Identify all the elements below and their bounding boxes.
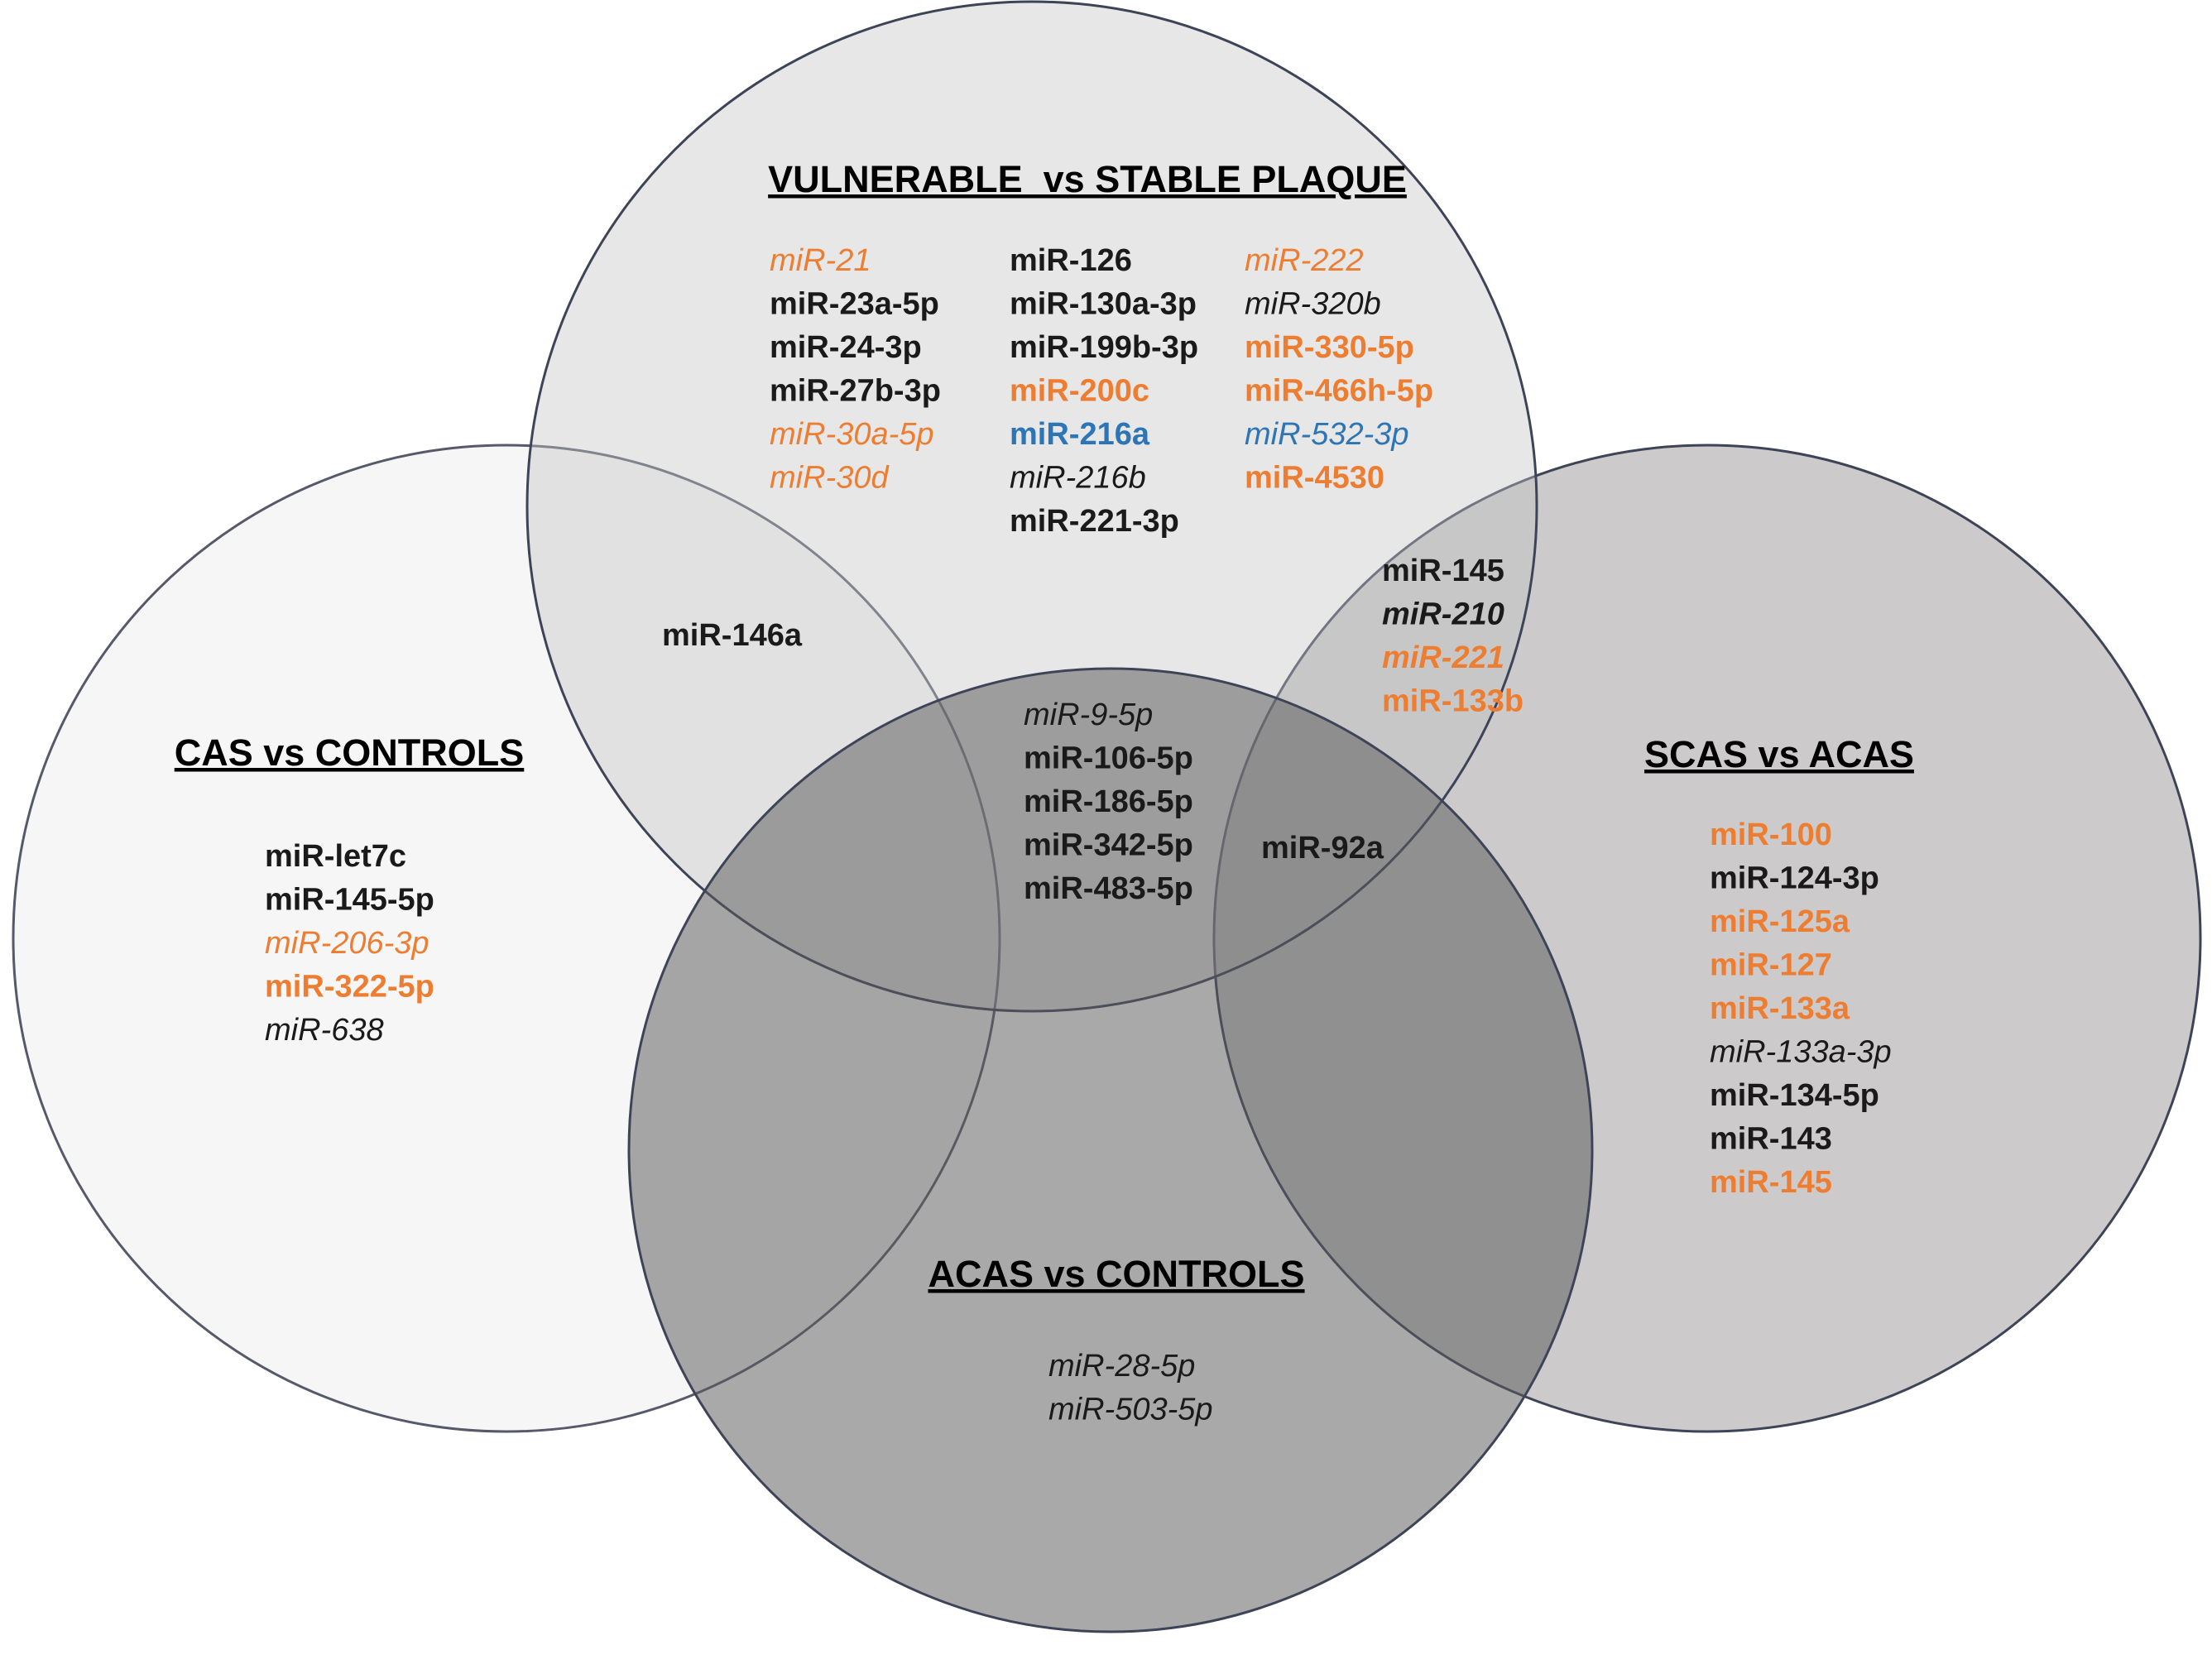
- mirna-label: miR-320b: [1245, 287, 1381, 322]
- mirna-label: miR-134-5p: [1710, 1078, 1879, 1113]
- mirna-label: miR-145: [1382, 554, 1504, 588]
- mirna-label: miR-133a-3p: [1710, 1035, 1892, 1070]
- mirna-label: miR-503-5p: [1048, 1393, 1213, 1427]
- mirna-label: miR-127: [1710, 948, 1832, 983]
- mirna-list-vulnerable-scas-acas: miR-92a: [1261, 831, 1384, 866]
- mirna-label: miR-126: [1010, 243, 1132, 278]
- mirna-label: miR-532-3p: [1245, 417, 1409, 452]
- mirna-label: miR-106-5p: [1024, 741, 1193, 776]
- mirna-label: miR-133a: [1710, 991, 1850, 1026]
- mirna-list-center: miR-9-5p miR-106-5p miR-186-5p miR-342-5p mi…: [1024, 698, 1193, 906]
- mirna-label: miR-206-3p: [265, 926, 429, 961]
- mirna-label: miR-146a: [662, 618, 803, 653]
- mirna-label: miR-92a: [1261, 831, 1384, 866]
- mirna-label: miR-216b: [1010, 461, 1146, 496]
- mirna-label: miR-30d: [770, 461, 890, 496]
- mirna-label: miR-222: [1245, 243, 1364, 278]
- mirna-label: miR-130a-3p: [1010, 287, 1197, 322]
- mirna-label: miR-24-3p: [770, 330, 922, 365]
- mirna-label: miR-28-5p: [1048, 1349, 1195, 1384]
- mirna-label: miR-638: [265, 1013, 384, 1048]
- mirna-label: miR-145-5p: [265, 883, 434, 918]
- title-cas-vs-controls: CAS vs CONTROLS: [175, 731, 525, 774]
- mirna-list-scas: miR-100 miR-124-3p miR-125a miR-127 miR-133a…: [1710, 818, 1892, 1200]
- title-vulnerable-vs-stable: VULNERABLE vs STABLE PLAQUE: [768, 158, 1407, 200]
- mirna-label: miR-143: [1710, 1122, 1832, 1157]
- mirna-label: miR-199b-3p: [1010, 330, 1198, 365]
- mirna-label: miR-9-5p: [1024, 698, 1153, 732]
- mirna-list-acas: miR-28-5p miR-503-5p: [1048, 1349, 1213, 1427]
- mirna-label: miR-483-5p: [1024, 871, 1193, 906]
- venn-circles: [12, 0, 2202, 1633]
- mirna-label: miR-124-3p: [1710, 861, 1879, 896]
- mirna-label: miR-100: [1710, 818, 1832, 852]
- mirna-label: miR-200c: [1010, 374, 1149, 409]
- mirna-label: miR-186-5p: [1024, 784, 1193, 819]
- mirna-label: miR-145: [1710, 1165, 1832, 1200]
- mirna-label: miR-125a: [1710, 904, 1850, 939]
- mirna-label: miR-27b-3p: [770, 374, 941, 409]
- mirna-label: miR-322-5p: [265, 970, 434, 1005]
- mirna-list-cas: miR-let7c miR-145-5p miR-206-3p miR-322-5p m…: [265, 839, 434, 1048]
- circle-acas-vs-controls: [627, 667, 1594, 1633]
- mirna-label: miR-342-5p: [1024, 828, 1193, 863]
- mirna-label: miR-466h-5p: [1245, 374, 1433, 409]
- title-acas-vs-controls: ACAS vs CONTROLS: [928, 1253, 1304, 1295]
- mirna-label: miR-30a-5p: [770, 417, 934, 452]
- mirna-label: miR-4530: [1245, 461, 1384, 496]
- mirna-label: miR-133b: [1382, 684, 1523, 719]
- mirna-list-vulnerable-col2: miR-126 miR-130a-3p miR-199b-3p miR-200c miR…: [1010, 243, 1198, 539]
- mirna-list-cas-vulnerable: miR-146a: [662, 618, 803, 653]
- title-scas-vs-acas: SCAS vs ACAS: [1644, 733, 1914, 775]
- mirna-list-vulnerable-scas: miR-145 miR-210 miR-221 miR-133b: [1382, 554, 1523, 719]
- mirna-label: miR-23a-5p: [770, 287, 939, 322]
- mirna-label: miR-210: [1382, 597, 1504, 632]
- mirna-list-vulnerable-col1: miR-21 miR-23a-5p miR-24-3p miR-27b-3p miR-3…: [770, 243, 941, 496]
- mirna-list-vulnerable-col3: miR-222 miR-320b miR-330-5p miR-466h-5p miR-…: [1245, 243, 1433, 496]
- mirna-label: miR-216a: [1010, 417, 1150, 452]
- mirna-label: miR-330-5p: [1245, 330, 1414, 365]
- mirna-label: miR-21: [770, 243, 871, 278]
- mirna-label: miR-let7c: [265, 839, 406, 874]
- mirna-label: miR-221: [1382, 640, 1504, 675]
- mirna-label: miR-221-3p: [1010, 504, 1179, 539]
